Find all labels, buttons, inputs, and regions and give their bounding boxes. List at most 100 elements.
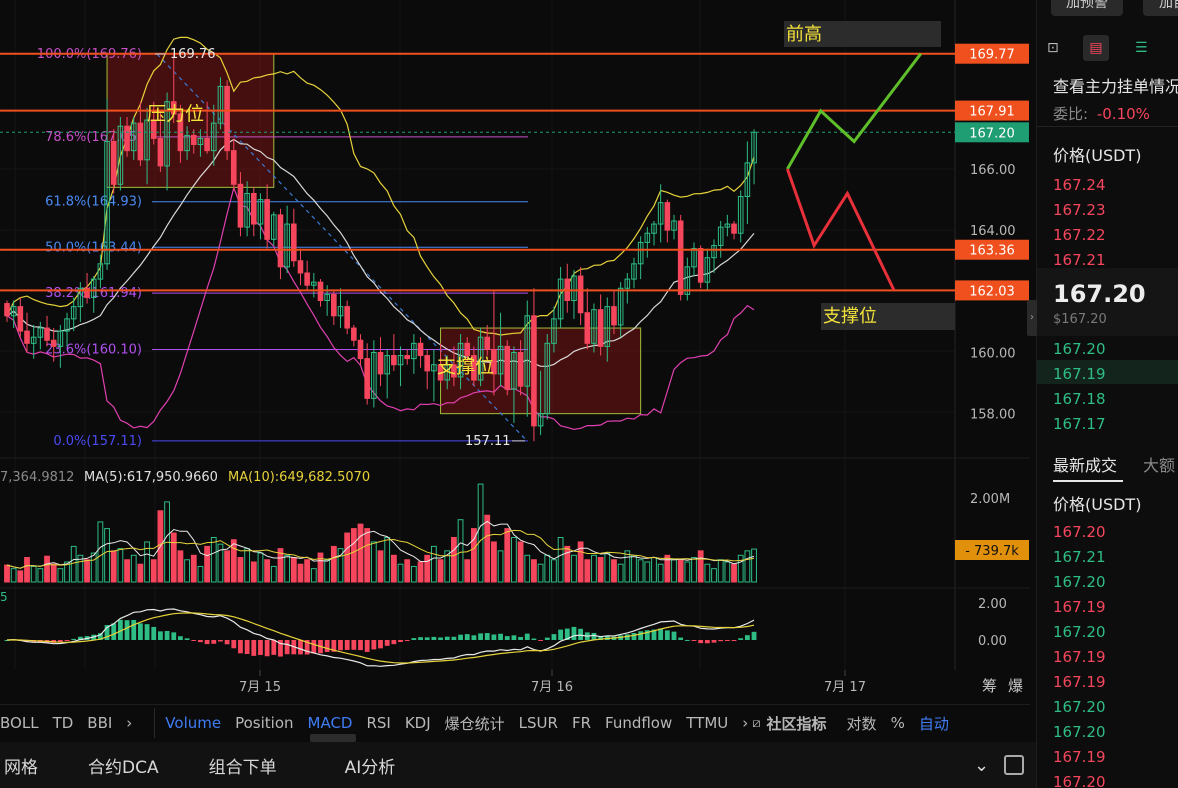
candle-body — [224, 85, 230, 152]
volume-bar — [651, 557, 657, 583]
macd-histogram-bar — [364, 640, 370, 652]
indicator-ttmu[interactable]: TTMU — [686, 714, 729, 732]
macd-histogram-bar — [438, 637, 443, 640]
volume-bar — [644, 561, 651, 583]
price-tag — [955, 100, 1029, 121]
candle-body — [511, 351, 517, 390]
fib-level-label: 61.8%(164.93) — [45, 195, 142, 210]
indicator-fundflow[interactable]: Fundflow — [605, 714, 673, 732]
macd-histogram-bar — [304, 640, 310, 655]
trade-price: 167.21 — [1053, 548, 1106, 566]
macd-histogram-bar — [731, 640, 737, 641]
chevron-right-icon[interactable]: › — [742, 714, 749, 732]
ratio-value: -0.10% — [1096, 105, 1150, 123]
macd-histogram-bar — [4, 640, 10, 641]
macd-histogram-bar — [158, 631, 163, 640]
macd-histogram-bar — [671, 631, 677, 640]
fib-level-label: 0.0%(157.11) — [53, 434, 142, 449]
indicator-liquidation[interactable]: 爆仓统计 — [444, 714, 505, 733]
ask-price[interactable]: 167.23 — [1053, 201, 1106, 219]
macd-histogram-bar — [224, 640, 230, 645]
indicator-fr[interactable]: FR — [571, 714, 592, 732]
tab-large-trades[interactable]: 大额 — [1143, 456, 1176, 475]
collapse-panel-icon[interactable]: › — [1027, 300, 1037, 336]
candlestick-chart[interactable]: 100.0%(169.76)78.6%(167.05)61.8%(164.93)… — [0, 0, 1036, 704]
indicator-rsi[interactable]: RSI — [366, 714, 391, 732]
fib-level-label: 23.6%(160.10) — [45, 342, 142, 357]
tab-latest-trades[interactable]: 最新成交 — [1053, 456, 1118, 475]
volume-bar — [144, 541, 150, 583]
indicator-macd[interactable]: MACD — [307, 714, 353, 732]
volume-bar — [237, 557, 244, 583]
auto-scale-toggle[interactable]: 自动 — [918, 714, 949, 733]
macd-histogram-bar — [698, 640, 704, 644]
ask-price[interactable]: 167.24 — [1053, 176, 1106, 194]
indicator-position[interactable]: Position — [235, 714, 294, 732]
candle-body — [377, 351, 384, 375]
volume-bar — [24, 557, 30, 583]
indicator-volume[interactable]: Volume — [165, 714, 222, 732]
chevron-right-icon[interactable]: › — [126, 714, 133, 732]
layout-both-icon[interactable]: ⊡ — [1047, 40, 1059, 56]
volume-bar — [531, 559, 537, 583]
candle-body — [257, 199, 264, 225]
indicator-td[interactable]: TD — [52, 714, 74, 732]
volume-bar — [404, 559, 411, 583]
ai-analysis-button[interactable]: AI分析 — [344, 757, 396, 778]
add-alert-button[interactable]: 加预警 — [1051, 0, 1123, 16]
expand-icon[interactable] — [1004, 755, 1024, 775]
indicator-bbi[interactable]: BBI — [87, 714, 113, 732]
order-book-title[interactable]: 查看主力挂单情况 — [1053, 77, 1178, 96]
bid-price[interactable]: 167.17 — [1053, 415, 1106, 433]
layout-bids-icon[interactable]: ☰ — [1135, 40, 1148, 56]
candle-body — [437, 364, 444, 381]
edit-icon[interactable]: ⧄ — [752, 715, 761, 731]
macd-histogram-bar — [271, 640, 277, 655]
candle-body — [237, 183, 244, 228]
candle-body — [24, 330, 30, 344]
volume-bar — [304, 559, 311, 583]
macd-histogram-bar — [164, 630, 170, 640]
chevron-down-icon[interactable]: ⌄ — [974, 754, 990, 776]
log-scale-toggle[interactable]: 对数 — [846, 714, 877, 733]
candle-body — [204, 137, 210, 152]
panel-resize-handle[interactable] — [310, 734, 356, 742]
macd-histogram-bar — [378, 640, 383, 649]
volume-bar — [70, 545, 77, 583]
volume-bar — [117, 548, 124, 583]
macd-histogram-bar — [431, 636, 437, 640]
contract-dca-button[interactable]: 合约DCA — [88, 757, 159, 778]
volume-bar — [204, 545, 210, 583]
bid-price[interactable]: 167.20 — [1053, 340, 1106, 358]
trade-price: 167.19 — [1053, 598, 1106, 616]
layout-asks-icon[interactable]: ▤ — [1083, 35, 1109, 61]
grid-trading-button[interactable]: 网格 — [4, 757, 38, 778]
volume-bar — [344, 532, 351, 583]
volume-bar — [724, 561, 731, 583]
macd-histogram-bar — [504, 636, 510, 640]
indicator-kdj[interactable]: KDJ — [404, 714, 431, 732]
volume-bar — [511, 537, 517, 583]
candle-body — [304, 272, 310, 286]
ask-price[interactable]: 167.21 — [1053, 251, 1106, 269]
bid-price[interactable]: 167.19 — [1053, 365, 1106, 383]
percent-toggle[interactable]: % — [890, 714, 905, 732]
indicator-boll[interactable]: BOLL — [0, 714, 39, 732]
macd-histogram-bar — [591, 632, 597, 640]
volume-bar — [290, 557, 297, 583]
indicator-lsur[interactable]: LSUR — [518, 714, 558, 732]
volume-bar — [737, 554, 744, 583]
trade-price: 167.20 — [1053, 698, 1106, 716]
bid-price[interactable]: 167.18 — [1053, 390, 1106, 408]
volume-bar — [64, 561, 70, 583]
community-indicators[interactable]: 社区指标 — [766, 714, 827, 733]
macd-histogram-bar — [531, 638, 537, 640]
volume-bar — [744, 550, 751, 583]
macd-histogram-bar — [478, 633, 483, 640]
ask-price[interactable]: 167.22 — [1053, 226, 1106, 244]
combo-order-button[interactable]: 组合下单 — [208, 757, 277, 778]
volume-bar — [317, 552, 324, 583]
candle-body — [744, 162, 751, 198]
bottom-bar: 网格 合约DCA 组合下单 AI分析 ⌄ — [0, 742, 1036, 788]
add-favorite-button[interactable]: 加自 — [1143, 0, 1178, 16]
